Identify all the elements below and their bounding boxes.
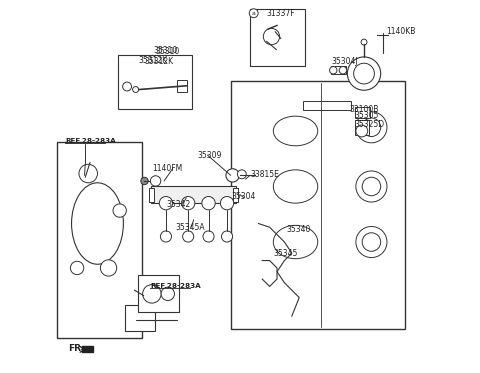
Circle shape xyxy=(356,226,387,258)
Bar xyxy=(149,188,154,202)
Circle shape xyxy=(356,125,368,137)
Text: a: a xyxy=(252,11,256,16)
Text: 35305: 35305 xyxy=(354,111,378,120)
Circle shape xyxy=(220,197,234,210)
Circle shape xyxy=(141,177,148,185)
Bar xyxy=(231,81,405,329)
Ellipse shape xyxy=(72,183,123,264)
Text: 31337F: 31337F xyxy=(266,9,295,18)
Circle shape xyxy=(356,112,387,143)
Circle shape xyxy=(362,177,381,196)
Bar xyxy=(151,186,236,203)
Text: 35310: 35310 xyxy=(156,47,180,56)
Ellipse shape xyxy=(273,170,318,203)
Circle shape xyxy=(113,204,126,217)
Circle shape xyxy=(122,82,132,91)
Bar xyxy=(177,80,187,92)
Bar xyxy=(118,55,192,109)
Circle shape xyxy=(150,176,161,186)
Text: 35342: 35342 xyxy=(166,200,190,209)
Text: 35304: 35304 xyxy=(232,192,256,201)
Bar xyxy=(331,66,346,74)
Text: 35345: 35345 xyxy=(273,250,298,258)
Circle shape xyxy=(160,231,171,242)
Circle shape xyxy=(181,197,195,210)
Circle shape xyxy=(238,170,246,179)
Circle shape xyxy=(159,197,173,210)
Bar xyxy=(57,142,142,338)
Circle shape xyxy=(249,9,258,18)
Bar xyxy=(355,107,370,118)
Circle shape xyxy=(264,28,280,45)
Text: REF.28-283A: REF.28-283A xyxy=(150,283,201,289)
Text: 35325D: 35325D xyxy=(354,120,384,129)
Text: 1140FM: 1140FM xyxy=(152,164,182,173)
Text: 35340: 35340 xyxy=(286,225,311,233)
Circle shape xyxy=(348,57,381,90)
Bar xyxy=(355,120,369,135)
Text: 33100B: 33100B xyxy=(349,105,379,114)
Text: FR: FR xyxy=(68,344,81,353)
Circle shape xyxy=(79,164,97,183)
Ellipse shape xyxy=(273,225,318,259)
Bar xyxy=(138,275,179,312)
Circle shape xyxy=(203,231,214,242)
Circle shape xyxy=(356,171,387,202)
Circle shape xyxy=(100,260,117,276)
Text: 35345A: 35345A xyxy=(175,223,205,232)
Circle shape xyxy=(132,87,139,93)
Text: REF.28-283A: REF.28-283A xyxy=(65,138,116,144)
Circle shape xyxy=(226,169,239,182)
Circle shape xyxy=(143,285,161,303)
Text: 35310: 35310 xyxy=(154,46,178,55)
Circle shape xyxy=(71,261,84,275)
Text: 35312K: 35312K xyxy=(144,57,173,66)
Bar xyxy=(233,188,238,202)
Circle shape xyxy=(330,66,337,74)
Bar xyxy=(303,101,351,110)
Circle shape xyxy=(221,231,233,242)
Circle shape xyxy=(161,287,174,301)
Text: 1140KB: 1140KB xyxy=(386,27,416,36)
Bar xyxy=(125,305,155,331)
Circle shape xyxy=(361,39,367,45)
Ellipse shape xyxy=(273,116,318,146)
Circle shape xyxy=(362,118,381,137)
Text: 35309: 35309 xyxy=(197,151,222,160)
Text: 33815E: 33815E xyxy=(251,170,279,179)
Circle shape xyxy=(202,197,215,210)
Circle shape xyxy=(182,231,194,242)
Bar xyxy=(82,347,93,352)
Circle shape xyxy=(362,233,381,251)
Circle shape xyxy=(354,63,374,84)
Bar xyxy=(250,9,305,66)
Text: 35312K: 35312K xyxy=(138,56,168,65)
Text: 35304J: 35304J xyxy=(332,57,359,66)
Circle shape xyxy=(339,66,347,74)
